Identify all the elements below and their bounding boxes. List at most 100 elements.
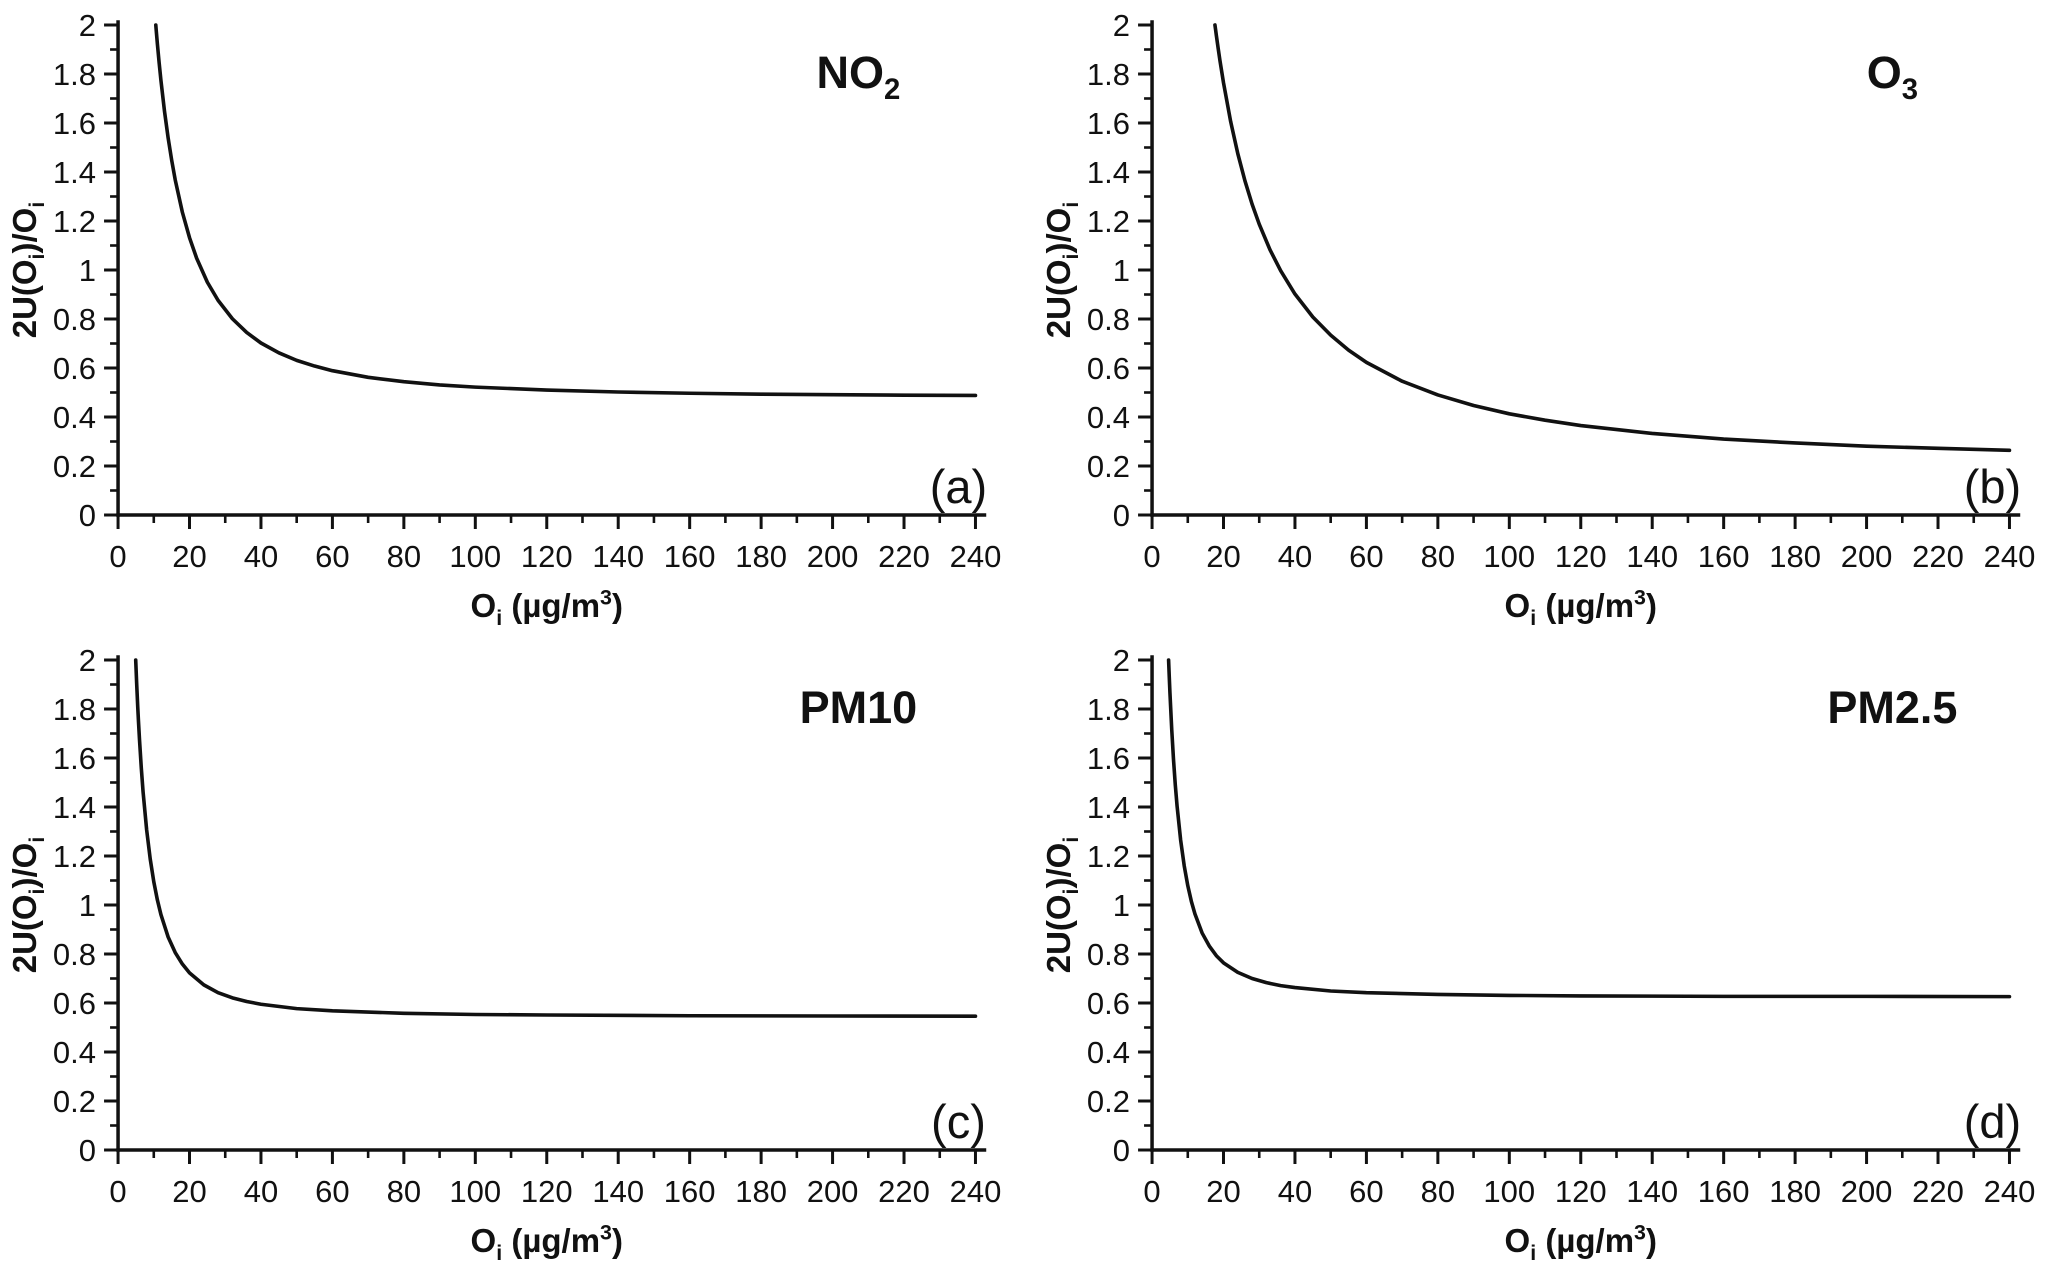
uncertainty-curve xyxy=(1166,658,2011,999)
x-tick-label: 60 xyxy=(1349,539,1383,574)
y-tick-label: 1.6 xyxy=(53,106,96,141)
x-tick-label: 140 xyxy=(1626,1174,1678,1209)
x-tick-label: 140 xyxy=(592,539,644,574)
x-tick-label: 120 xyxy=(1554,1174,1606,1209)
y-tick-label: 0.2 xyxy=(1086,449,1129,484)
x-tick-label: 140 xyxy=(1626,539,1678,574)
x-tick-label: 160 xyxy=(664,1174,716,1209)
x-tick-label: 40 xyxy=(1277,539,1311,574)
chart-svg-o3: 00.20.40.60.811.21.41.61.820 20 40 60 80 100 1… xyxy=(1040,8,2035,630)
x-tick-label: 180 xyxy=(735,539,787,574)
y-tick-label: 1 xyxy=(1112,888,1129,923)
panel-title: NO2 xyxy=(817,47,901,106)
x-tick-label: 200 xyxy=(807,539,859,574)
y-tick-label: 1.8 xyxy=(1086,692,1129,727)
panel-title: PM2.5 xyxy=(1827,682,1957,733)
y-tick-label: 1.6 xyxy=(53,741,96,776)
y-tick-label: 0.8 xyxy=(1086,937,1129,972)
x-tick-label: 80 xyxy=(1420,539,1454,574)
x-tick-label: 60 xyxy=(1349,1174,1383,1209)
x-tick-label: 0 xyxy=(109,1174,126,1209)
y-tick-label: 0.6 xyxy=(1086,351,1129,386)
y-tick-label: 1.4 xyxy=(1086,790,1129,825)
y-tick-label: 1.2 xyxy=(53,204,96,239)
x-axis-title: Oi (µg/m3) xyxy=(471,586,623,630)
x-tick-label: 20 xyxy=(172,1174,206,1209)
chart-panel-b: 0 0.2 0.4 0.6 0.8 1 1.2 1.4 1.6 1.8 2 0 20 40 60 80 100 1… xyxy=(1034,0,2067,635)
y-axis-title: 2U(Oi)/Oi xyxy=(6,202,49,339)
x-tick-label: 0 xyxy=(1143,539,1160,574)
x-tick-label: 0 xyxy=(1143,1174,1160,1209)
y-tick-label: 1.4 xyxy=(53,790,96,825)
y-tick-label: 1.8 xyxy=(1086,57,1129,92)
y-axis-title: 2U(Oi)/Oi xyxy=(1040,837,1083,974)
y-axis-title: 2U(Oi)/Oi xyxy=(6,837,49,974)
x-tick-label: 100 xyxy=(449,1174,501,1209)
panel-letter: (a) xyxy=(930,460,987,513)
x-tick-label: 240 xyxy=(1983,1174,2035,1209)
y-tick-label: 0.6 xyxy=(1086,986,1129,1021)
y-ticks: 0 0.2 0.4 0.6 0.8 1 1.2 1.4 1.6 1.8 2 xyxy=(1086,8,1152,533)
y-tick-label: 1 xyxy=(79,253,96,288)
x-tick-label: 160 xyxy=(1697,1174,1749,1209)
panel-letter: (d) xyxy=(1963,1095,2020,1148)
chart-panel-c: 0 0.2 0.4 0.6 0.8 1 1.2 1.4 1.6 1.8 2 0 20 40 60 80 100 1… xyxy=(0,635,1034,1270)
y-tick-label: 0.8 xyxy=(1086,302,1129,337)
y-tick-label: 0 xyxy=(1112,498,1129,533)
x-tick-label: 160 xyxy=(1697,539,1749,574)
y-tick-label: 2 xyxy=(1112,643,1129,678)
y-tick-label: 1.8 xyxy=(53,57,96,92)
x-tick-label: 240 xyxy=(950,539,1002,574)
y-tick-label: 1.2 xyxy=(53,839,96,874)
y-tick-label: 1 xyxy=(79,888,96,923)
y-axis-title: 2U(Oi)/Oi xyxy=(1040,202,1083,339)
y-tick-label: 0.8 xyxy=(53,302,96,337)
y-tick-label: 2 xyxy=(79,8,96,43)
x-tick-label: 120 xyxy=(521,1174,573,1209)
x-tick-label: 220 xyxy=(1912,1174,1964,1209)
x-tick-label: 20 xyxy=(1206,539,1240,574)
x-tick-label: 80 xyxy=(387,1174,421,1209)
y-tick-label: 1.4 xyxy=(1086,155,1129,190)
chart-svg-no2: 00.20.40.60.811.21.41.61.820 20 40 60 80 100 1… xyxy=(6,8,1001,630)
x-tick-label: 120 xyxy=(1554,539,1606,574)
uncertainty-curve xyxy=(133,658,978,1019)
x-tick-label: 200 xyxy=(1840,1174,1892,1209)
y-tick-label: 1.2 xyxy=(1086,204,1129,239)
x-tick-label: 100 xyxy=(1483,1174,1535,1209)
x-tick-label: 100 xyxy=(1483,539,1535,574)
y-tick-label: 0.4 xyxy=(53,1035,96,1070)
y-tick-label: 0.2 xyxy=(53,1084,96,1119)
x-tick-label: 240 xyxy=(1983,539,2035,574)
y-tick-label: 0.8 xyxy=(53,937,96,972)
panel-title: PM10 xyxy=(800,682,918,733)
y-tick-label: 0.2 xyxy=(1086,1084,1129,1119)
panel-letter: (c) xyxy=(931,1095,986,1148)
x-axis-title: Oi (µg/m3) xyxy=(471,1221,623,1265)
x-tick-label: 220 xyxy=(1912,539,1964,574)
x-tick-label: 220 xyxy=(878,539,930,574)
x-tick-label: 60 xyxy=(315,539,349,574)
y-tick-label: 0.2 xyxy=(53,449,96,484)
y-tick-label: 1.8 xyxy=(53,692,96,727)
y-tick-label: 0 xyxy=(79,498,96,533)
y-tick-label: 0.6 xyxy=(53,986,96,1021)
x-tick-label: 80 xyxy=(1420,1174,1454,1209)
x-tick-label: 180 xyxy=(1769,539,1821,574)
y-tick-label: 0.6 xyxy=(53,351,96,386)
y-tick-label: 0.4 xyxy=(1086,400,1129,435)
y-tick-label: 0 xyxy=(1112,1133,1129,1168)
chart-svg-pm25: 00.20.40.60.811.21.41.61.820 20 40 60 80 100 1… xyxy=(1040,643,2035,1265)
x-tick-label: 200 xyxy=(1840,539,1892,574)
x-ticks: 0 20 40 60 80 100 120 140 160 180 200 220 240 xyxy=(109,1150,1001,1209)
x-ticks: 0 20 40 60 80 100 120 140 160 180 200 220 240 xyxy=(109,515,1001,574)
chart-panel-d: 0 0.2 0.4 0.6 0.8 1 1.2 1.4 1.6 1.8 2 0 20 40 60 80 100 1… xyxy=(1034,635,2067,1270)
x-axis-title: Oi (µg/m3) xyxy=(1504,586,1656,630)
y-ticks: 0 0.2 0.4 0.6 0.8 1 1.2 1.4 1.6 1.8 2 xyxy=(53,643,119,1168)
x-tick-label: 0 xyxy=(109,539,126,574)
uncertainty-curve xyxy=(153,23,978,398)
y-tick-label: 1.4 xyxy=(53,155,96,190)
x-axis-title: Oi (µg/m3) xyxy=(1504,1221,1656,1265)
x-tick-label: 240 xyxy=(950,1174,1002,1209)
